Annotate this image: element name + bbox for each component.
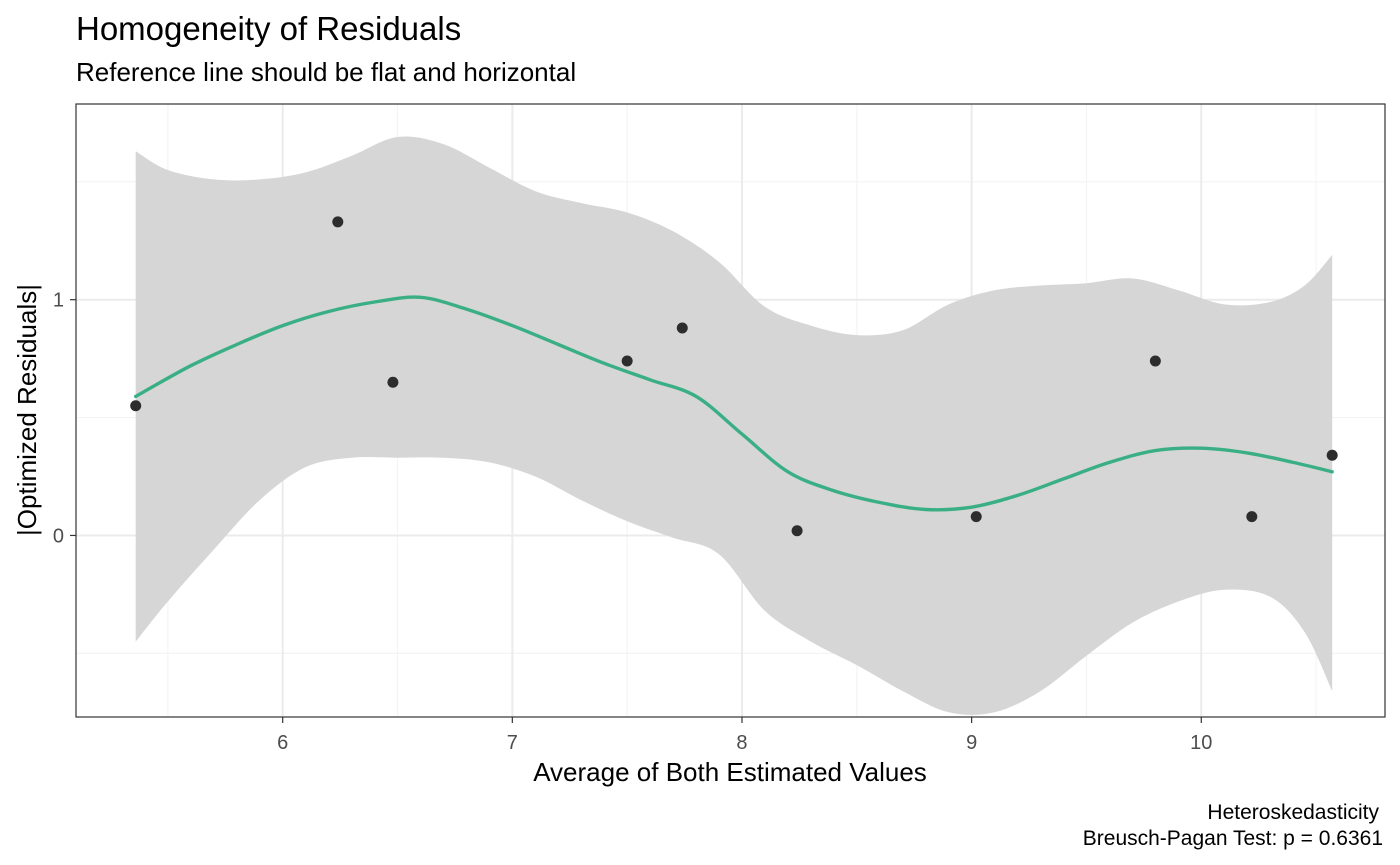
x-tick-label: 7 <box>507 732 518 754</box>
x-tick-label: 6 <box>277 732 288 754</box>
data-point-9 <box>1246 511 1258 523</box>
data-points <box>130 216 1338 537</box>
data-point-5 <box>676 322 688 334</box>
smooth-line-layer <box>134 295 1334 512</box>
smooth-line <box>134 295 1334 512</box>
data-point-6 <box>791 525 803 537</box>
y-tick-label: 1 <box>53 290 64 312</box>
y-axis-title: |Optimized Residuals| <box>12 284 42 536</box>
x-tick-label: 9 <box>966 732 977 754</box>
caption-line-1: Heteroskedasticity <box>1207 801 1379 824</box>
y-tick-label: 0 <box>53 525 64 547</box>
data-point-3 <box>387 376 399 388</box>
chart-title: Homogeneity of Residuals <box>76 10 461 47</box>
data-point-10 <box>1326 449 1338 461</box>
x-axis-ticks: 6 7 8 9 10 <box>277 717 1212 754</box>
chart-subtitle: Reference line should be flat and horizo… <box>76 57 576 87</box>
data-point-8 <box>1149 355 1161 367</box>
panel-border <box>75 103 1386 718</box>
x-tick-label: 8 <box>736 732 747 754</box>
x-tick-label: 10 <box>1190 732 1212 754</box>
data-point-1 <box>130 400 142 412</box>
x-axis-title: Average of Both Estimated Values <box>533 757 927 787</box>
y-axis-ticks: 01 <box>53 290 76 547</box>
data-point-2 <box>332 216 344 228</box>
data-point-4 <box>621 355 633 367</box>
data-point-7 <box>970 511 982 523</box>
caption-line-2: Breusch-Pagan Test: p = 0.6361 <box>1083 827 1383 850</box>
